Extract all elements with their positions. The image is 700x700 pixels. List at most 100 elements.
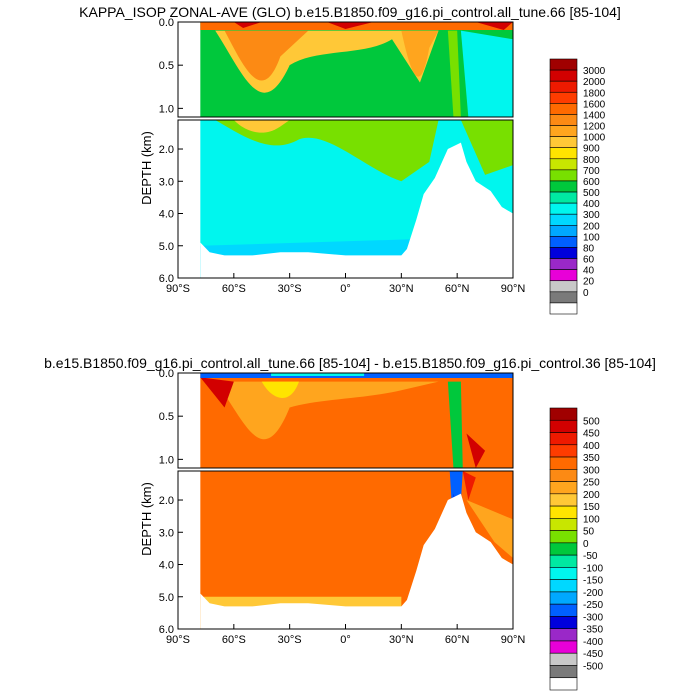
colorbar-label: 100 bbox=[583, 514, 600, 525]
colorbar-label: -350 bbox=[583, 625, 603, 636]
lower-field bbox=[200, 471, 513, 629]
colorbar-swatch bbox=[549, 567, 578, 580]
colorbar-label: -200 bbox=[583, 588, 603, 599]
colorbar-label: -300 bbox=[583, 612, 603, 623]
y-tick-label: 4.0 bbox=[159, 560, 174, 572]
lower-field bbox=[200, 120, 513, 278]
colorbar-label: 500 bbox=[583, 188, 600, 199]
y-tick-label: 0.5 bbox=[159, 411, 174, 423]
colorbar-swatch bbox=[549, 91, 578, 104]
colorbar-label: 2000 bbox=[583, 77, 606, 88]
colorbar-label: 400 bbox=[583, 441, 600, 452]
colorbar-swatch bbox=[549, 269, 578, 282]
upper-field bbox=[200, 22, 513, 117]
colorbar-swatch bbox=[549, 591, 578, 605]
colorbar-swatch bbox=[549, 136, 578, 148]
colorbar-label: 3000 bbox=[583, 66, 606, 77]
colorbar-swatch bbox=[549, 213, 578, 226]
colorbar-swatch bbox=[549, 258, 578, 270]
y-tick-label: 0.5 bbox=[159, 60, 174, 72]
colorbar-label: 600 bbox=[583, 177, 600, 188]
colorbar-swatch bbox=[549, 493, 578, 507]
colorbar-label: 800 bbox=[583, 155, 600, 166]
x-tick-label: 60°S bbox=[222, 634, 246, 646]
y-tick-label: 5.0 bbox=[159, 592, 174, 604]
colorbar-swatch bbox=[549, 191, 578, 204]
colorbar-swatch bbox=[549, 505, 578, 519]
colorbar-label: 0 bbox=[583, 539, 589, 550]
colorbar-swatch bbox=[549, 302, 578, 315]
colorbar-swatch bbox=[549, 291, 578, 304]
colorbar-swatch bbox=[549, 432, 578, 446]
panel-2: 0.0 0.5 1.0 2.0 3.0 4.0 5.0 6.090°S 60°S 30°S 0° 30… bbox=[139, 368, 603, 691]
colorbar-label: 200 bbox=[583, 221, 600, 232]
x-tick-label: 30°N bbox=[389, 634, 414, 646]
x-tick-label: 0° bbox=[340, 283, 351, 295]
colorbar-label: 1600 bbox=[583, 99, 606, 110]
x-tick-label: 90°S bbox=[166, 634, 190, 646]
x-tick-label: 90°S bbox=[166, 283, 190, 295]
colorbar-swatch bbox=[549, 456, 578, 470]
colorbar-label: 1800 bbox=[583, 88, 606, 99]
colorbar-swatch bbox=[549, 554, 578, 568]
colorbar-swatch bbox=[549, 665, 578, 679]
x-tick-label: 30°S bbox=[278, 634, 302, 646]
colorbar-swatch bbox=[549, 518, 578, 531]
y-tick-label: 6.0 bbox=[159, 273, 174, 285]
colorbar-label: 80 bbox=[583, 243, 595, 254]
x-tick-label: 60°N bbox=[445, 283, 470, 295]
colorbar-label: 400 bbox=[583, 199, 600, 210]
panel-2-title: b.e15.B1850.f09_g16.pi_control.all_tune.… bbox=[44, 355, 656, 371]
colorbar-swatch bbox=[549, 280, 578, 293]
x-tick-label: 60°N bbox=[445, 634, 470, 646]
colorbar-label: 150 bbox=[583, 502, 600, 513]
colorbar-label: 300 bbox=[583, 210, 600, 221]
colorbar-swatch bbox=[549, 236, 578, 248]
colorbar-label: 700 bbox=[583, 166, 600, 177]
y-axis-label: DEPTH (km) bbox=[139, 482, 154, 556]
colorbar-label: -100 bbox=[583, 563, 603, 574]
bathymetry-mask bbox=[200, 493, 513, 629]
y-tick-label: 2.0 bbox=[159, 144, 174, 156]
x-tick-label: 30°S bbox=[278, 283, 302, 295]
colorbar-label: -150 bbox=[583, 576, 603, 587]
colorbar-label: 900 bbox=[583, 144, 600, 155]
colorbar-swatch bbox=[549, 80, 578, 93]
colorbar-swatch bbox=[549, 481, 578, 495]
colorbar-label: -250 bbox=[583, 600, 603, 611]
colorbar-label: 60 bbox=[583, 255, 595, 266]
y-tick-label: 1.0 bbox=[159, 454, 174, 466]
y-tick-label: 6.0 bbox=[159, 624, 174, 636]
colorbar-label: 40 bbox=[583, 266, 595, 277]
colorbar-swatch bbox=[549, 628, 578, 642]
y-tick-label: 1.0 bbox=[159, 103, 174, 115]
colorbar-swatch bbox=[549, 69, 578, 82]
colorbar-label: -50 bbox=[583, 551, 598, 562]
colorbar-swatch bbox=[549, 125, 578, 137]
upper-frame bbox=[177, 21, 514, 118]
colorbar-swatch bbox=[549, 225, 578, 237]
upper-field bbox=[200, 373, 513, 468]
x-tick-label: 90°N bbox=[501, 634, 526, 646]
colorbar-swatch bbox=[549, 652, 578, 666]
bathymetry-mask bbox=[200, 142, 513, 278]
colorbar-label: -450 bbox=[583, 649, 603, 660]
colorbar-label: 500 bbox=[583, 416, 600, 427]
colorbar-swatch bbox=[549, 603, 578, 617]
colorbar-label: 50 bbox=[583, 527, 595, 538]
colorbar-swatch bbox=[549, 58, 578, 71]
colorbar-swatch bbox=[549, 247, 578, 259]
y-tick-label: 3.0 bbox=[159, 176, 174, 188]
colorbar-label: 100 bbox=[583, 232, 600, 243]
colorbar-swatch bbox=[549, 202, 578, 215]
colorbar-label: -500 bbox=[583, 661, 603, 672]
colorbar-swatch bbox=[549, 158, 578, 171]
y-tick-label: 0.0 bbox=[159, 17, 174, 29]
panel-1-title: KAPPA_ISOP ZONAL-AVE (GLO) b.e15.B1850.f… bbox=[79, 4, 621, 20]
colorbar-swatch bbox=[549, 616, 578, 629]
colorbar-label: 1200 bbox=[583, 122, 606, 133]
colorbar-label: 250 bbox=[583, 478, 600, 489]
colorbar-swatch bbox=[549, 103, 578, 115]
